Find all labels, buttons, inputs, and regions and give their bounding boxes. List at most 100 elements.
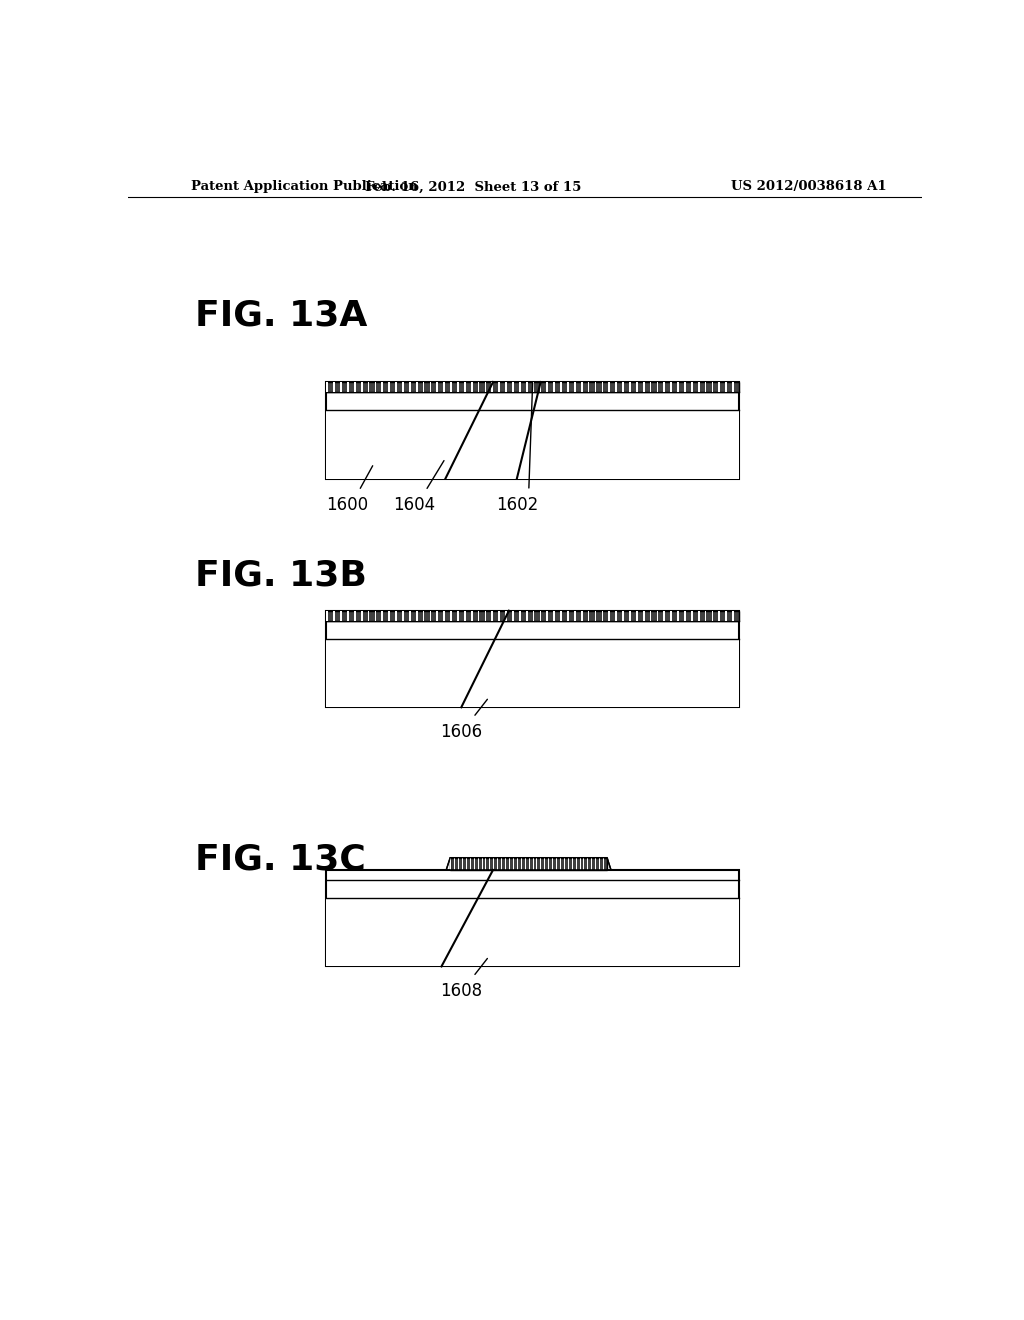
Bar <box>732 611 734 620</box>
Bar <box>436 381 438 392</box>
Bar <box>595 611 596 620</box>
Bar <box>402 381 403 392</box>
Bar <box>519 611 520 620</box>
Bar <box>636 381 638 392</box>
Bar <box>691 381 692 392</box>
Bar <box>705 611 707 620</box>
Bar <box>327 611 739 620</box>
Bar <box>615 611 617 620</box>
Bar <box>388 611 390 620</box>
Bar <box>368 381 370 392</box>
Bar <box>629 611 631 620</box>
Text: 1602: 1602 <box>496 496 538 513</box>
Bar <box>547 381 548 392</box>
Bar <box>416 611 418 620</box>
Bar <box>347 381 349 392</box>
Text: 1604: 1604 <box>392 496 435 513</box>
Bar <box>416 381 418 392</box>
Bar <box>532 381 535 392</box>
Text: Feb. 16, 2012  Sheet 13 of 15: Feb. 16, 2012 Sheet 13 of 15 <box>365 181 582 193</box>
Text: US 2012/0038618 A1: US 2012/0038618 A1 <box>731 181 887 193</box>
Bar <box>471 381 472 392</box>
Bar <box>451 858 607 870</box>
Text: FIG. 13B: FIG. 13B <box>196 558 368 593</box>
Bar <box>360 611 362 620</box>
Bar <box>443 611 445 620</box>
Bar <box>697 381 699 392</box>
Bar <box>519 381 520 392</box>
Bar <box>381 381 383 392</box>
Bar <box>478 611 479 620</box>
Bar <box>375 611 376 620</box>
Bar <box>553 611 555 620</box>
Bar <box>560 381 562 392</box>
Bar <box>333 611 335 620</box>
Bar <box>512 381 514 392</box>
Bar <box>464 381 466 392</box>
Bar <box>492 611 494 620</box>
Bar <box>526 381 527 392</box>
Bar <box>719 611 720 620</box>
Bar <box>512 611 514 620</box>
Bar <box>340 611 342 620</box>
Bar <box>664 381 666 392</box>
Bar <box>581 381 583 392</box>
Bar <box>588 381 590 392</box>
Bar <box>719 381 720 392</box>
Bar <box>375 381 376 392</box>
Bar <box>327 639 739 708</box>
Bar <box>505 611 507 620</box>
Bar <box>484 381 486 392</box>
Bar <box>409 381 411 392</box>
Bar <box>327 870 739 966</box>
Bar <box>395 381 397 392</box>
Bar <box>464 611 466 620</box>
Bar <box>443 381 445 392</box>
Bar <box>567 381 569 392</box>
Bar <box>664 611 666 620</box>
Bar <box>327 611 739 708</box>
Text: 1600: 1600 <box>326 496 368 513</box>
Text: FIG. 13C: FIG. 13C <box>196 842 367 876</box>
Bar <box>327 899 739 966</box>
Bar <box>581 611 583 620</box>
Bar <box>451 381 452 392</box>
Bar <box>430 381 431 392</box>
Polygon shape <box>446 858 611 870</box>
Bar <box>526 611 527 620</box>
Bar <box>327 381 739 479</box>
Bar <box>677 611 679 620</box>
Bar <box>574 611 575 620</box>
Bar <box>595 381 596 392</box>
Bar <box>540 611 542 620</box>
Text: 1606: 1606 <box>440 722 482 741</box>
Bar <box>360 381 362 392</box>
Bar <box>492 381 494 392</box>
Bar <box>327 411 739 479</box>
Bar <box>423 611 424 620</box>
Bar <box>451 611 452 620</box>
Bar <box>457 381 459 392</box>
Bar <box>567 611 569 620</box>
Bar <box>553 381 555 392</box>
Bar <box>333 381 335 392</box>
Text: Patent Application Publication: Patent Application Publication <box>191 181 418 193</box>
Bar <box>547 611 548 620</box>
Bar <box>499 611 500 620</box>
Bar <box>560 611 562 620</box>
Bar <box>656 611 658 620</box>
Bar <box>423 381 424 392</box>
Bar <box>327 381 739 392</box>
Bar <box>656 381 658 392</box>
Bar <box>732 381 734 392</box>
Bar <box>505 381 507 392</box>
Bar <box>409 611 411 620</box>
Bar <box>402 611 403 620</box>
Bar <box>725 611 727 620</box>
Bar <box>354 611 355 620</box>
Bar <box>643 381 644 392</box>
Bar <box>684 381 686 392</box>
Bar <box>436 611 438 620</box>
Bar <box>478 381 479 392</box>
Bar <box>671 611 672 620</box>
